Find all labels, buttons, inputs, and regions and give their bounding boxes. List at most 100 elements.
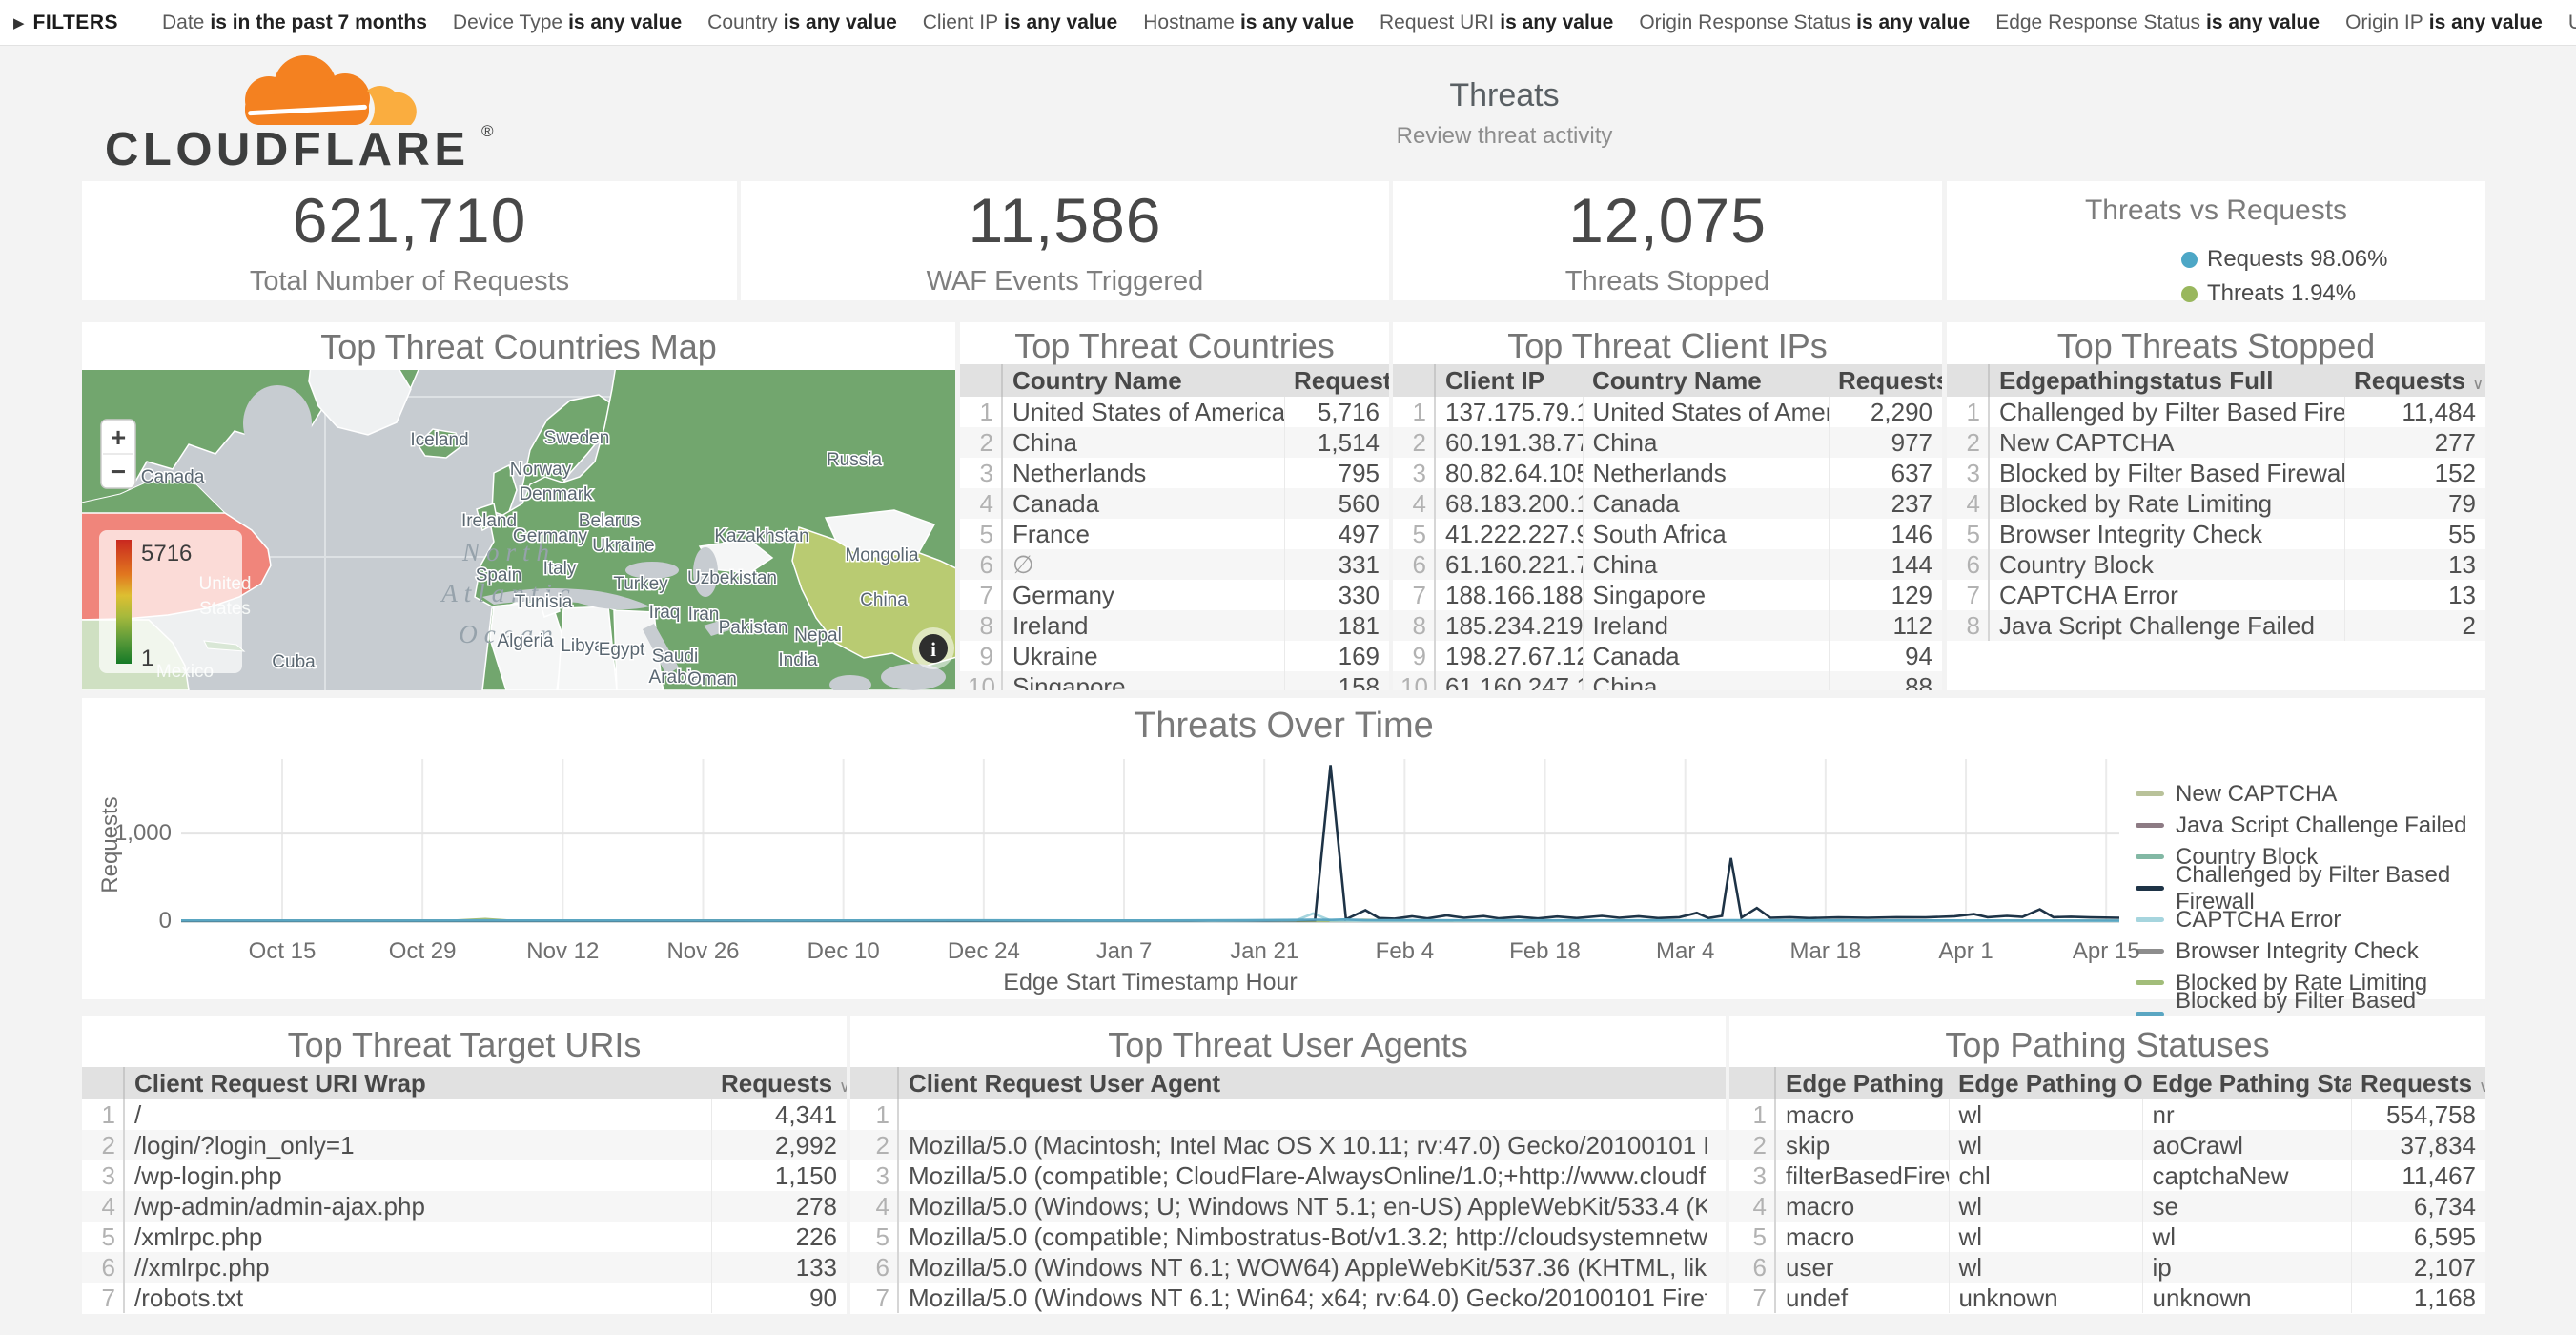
table-cell[interactable]: /login/?login_only=1 [123,1130,711,1160]
table-cell[interactable]: Canada [1582,641,1829,671]
table-row[interactable]: 7 CAPTCHA Error 13 [1947,580,2485,610]
table-cell[interactable]: 137.175.79.166 [1434,397,1583,427]
table-cell[interactable]: 2,992 [710,1130,847,1160]
zoom-in-button[interactable]: + [111,422,126,452]
filter-item[interactable]: Client IP is any value [922,10,1118,33]
filter-item[interactable]: User Agentis any value [2568,11,2576,34]
table-row[interactable]: 5/xmlrpc.php 226 [82,1222,847,1252]
table-cell[interactable]: skip [1774,1130,1949,1160]
column-header[interactable]: Client IP [1435,364,1583,397]
legend-item[interactable]: Browser Integrity Check [2136,935,2485,967]
table-cell[interactable]: 560 [1283,488,1389,519]
table-row[interactable]: 2 Mozilla/5.0 (Macintosh; Intel Mac OS X … [850,1130,1726,1160]
table-cell[interactable]: 237 [1828,488,1942,519]
table-cell[interactable]: 198.27.67.120 [1434,641,1583,671]
table-row[interactable]: 10 Singapore 158 [960,671,1389,690]
table-cell[interactable]: 1,168 [2350,1283,2485,1313]
table-row[interactable]: 661.160.221.73China144 [1393,549,1942,580]
table-cell[interactable]: 146 [1828,519,1942,549]
table-cell[interactable]: Germany [1001,580,1284,610]
threats-over-time-plot[interactable] [181,756,2119,924]
table-cell[interactable]: 13 [2343,580,2485,610]
top-threat-user-agents-table[interactable]: Client Request User Agent 1 2 Mozilla/5.0 (… [850,1067,1726,1314]
table-cell[interactable]: South Africa [1582,519,1829,549]
table-row[interactable]: 6 ∅ 331 [960,549,1389,580]
column-header[interactable]: Client Request URI Wrap [124,1067,711,1099]
table-cell[interactable]: Mozilla/5.0 (compatible; CloudFlare-Alwa… [897,1160,1707,1191]
legend-item[interactable]: Challenged by Filter Based Firewall [2136,862,2485,914]
filter-item[interactable]: Date is in the past 7 months [162,10,427,33]
table-cell[interactable]: 2,107 [2350,1252,2485,1283]
table-cell[interactable]: Singapore [1001,671,1284,690]
table-row[interactable]: 3filterBasedFirewallchlcaptchaNew11,467 [1729,1160,2485,1191]
table-cell[interactable]: 88 [1828,671,1942,690]
table-cell[interactable]: 158 [1283,671,1389,690]
table-cell[interactable]: nr [2141,1099,2351,1130]
table-cell[interactable]: 4,341 [710,1099,847,1130]
table-cell[interactable]: 497 [1283,519,1389,549]
column-header[interactable]: Requests∨ [2351,1067,2485,1099]
table-cell[interactable]: 1,150 [710,1160,847,1191]
table-cell[interactable]: Netherlands [1001,458,1284,488]
table-cell[interactable]: wl [1948,1130,2142,1160]
table-cell[interactable]: 60.191.38.77 [1434,427,1583,458]
table-cell[interactable]: Mozilla/5.0 (Windows NT 6.1; WOW64) Appl… [897,1252,1707,1283]
table-cell[interactable]: 331 [1283,549,1389,580]
column-header[interactable]: Edge Pathing Src [1775,1067,1949,1099]
table-cell[interactable]: 1,514 [1283,427,1389,458]
table-row[interactable]: 1 macro wl nr 554,758 [1729,1099,2485,1130]
table-cell[interactable]: Challenged by Filter Based Firewall [1988,397,2344,427]
table-cell[interactable]: 144 [1828,549,1942,580]
table-cell[interactable]: Mozilla/5.0 (Windows NT 6.1; Win64; x64;… [897,1283,1707,1313]
table-row[interactable]: 6 Mozilla/5.0 (Windows NT 6.1; WOW64) App… [850,1252,1726,1283]
table-cell[interactable]: wl [2141,1222,2351,1252]
table-cell[interactable]: 185.234.219.70 [1434,610,1583,641]
table-cell[interactable]: 226 [710,1222,847,1252]
column-header[interactable]: Requests∨ [711,1067,847,1099]
table-cell[interactable]: 188.166.188.152 [1434,580,1583,610]
legend-item[interactable]: Country Block [2136,841,2485,873]
legend-item[interactable]: Blocked by Rate Limiting [2136,967,2485,998]
table-cell[interactable]: 6,734 [2350,1191,2485,1222]
table-row[interactable]: 3 Blocked by Filter Based Firewall 152 [1947,458,2485,488]
column-header[interactable]: Requests∨ [1284,364,1389,397]
table-cell[interactable]: New CAPTCHA [1988,427,2344,458]
table-cell[interactable]: ip [2141,1252,2351,1283]
table-cell[interactable] [897,1099,1707,1130]
series-line[interactable] [181,765,2119,922]
table-cell[interactable]: 5,716 [1283,397,1389,427]
table-row[interactable]: 8 Java Script Challenge Failed 2 [1947,610,2485,641]
table-cell[interactable]: 55 [2343,519,2485,549]
map-info-icon[interactable]: i [912,627,954,669]
column-header[interactable]: Country Name [1002,364,1284,397]
table-row[interactable]: 2/login/?login_only=1 2,992 [82,1130,847,1160]
table-row[interactable]: 6//xmlrpc.php 133 [82,1252,847,1283]
table-cell[interactable]: 68.183.200.167 [1434,488,1583,519]
table-cell[interactable]: ∅ [1001,549,1284,580]
filters-toggle[interactable]: ▶ FILTERS [13,11,118,34]
table-cell[interactable]: wl [1948,1222,2142,1252]
table-cell[interactable]: Mozilla/5.0 (compatible; Nimbostratus-Bo… [897,1222,1707,1252]
table-cell[interactable]: 152 [2343,458,2485,488]
table-row[interactable]: 9 Ukraine 169 [960,641,1389,671]
top-threats-stopped-table[interactable]: Edgepathingstatus Full Requests ∨ 1 Challeng… [1947,364,2485,690]
table-cell[interactable]: 330 [1283,580,1389,610]
world-map[interactable]: North Atlantic Ocean Canada United State… [76,364,961,694]
table-cell[interactable]: Canada [1001,488,1284,519]
table-row[interactable]: 6 user wl ip 2,107 [1729,1252,2485,1283]
table-row[interactable]: 1 [850,1099,1726,1130]
legend-item[interactable]: New CAPTCHA [2136,778,2485,810]
table-cell[interactable]: Country Block [1988,549,2344,580]
table-cell[interactable]: user [1774,1252,1949,1283]
filter-item[interactable]: Edge Response Status is any value [1995,10,2320,33]
table-cell[interactable]: 133 [710,1252,847,1283]
table-cell[interactable]: 11,467 [2350,1160,2485,1191]
table-cell[interactable]: /xmlrpc.php [123,1222,711,1252]
